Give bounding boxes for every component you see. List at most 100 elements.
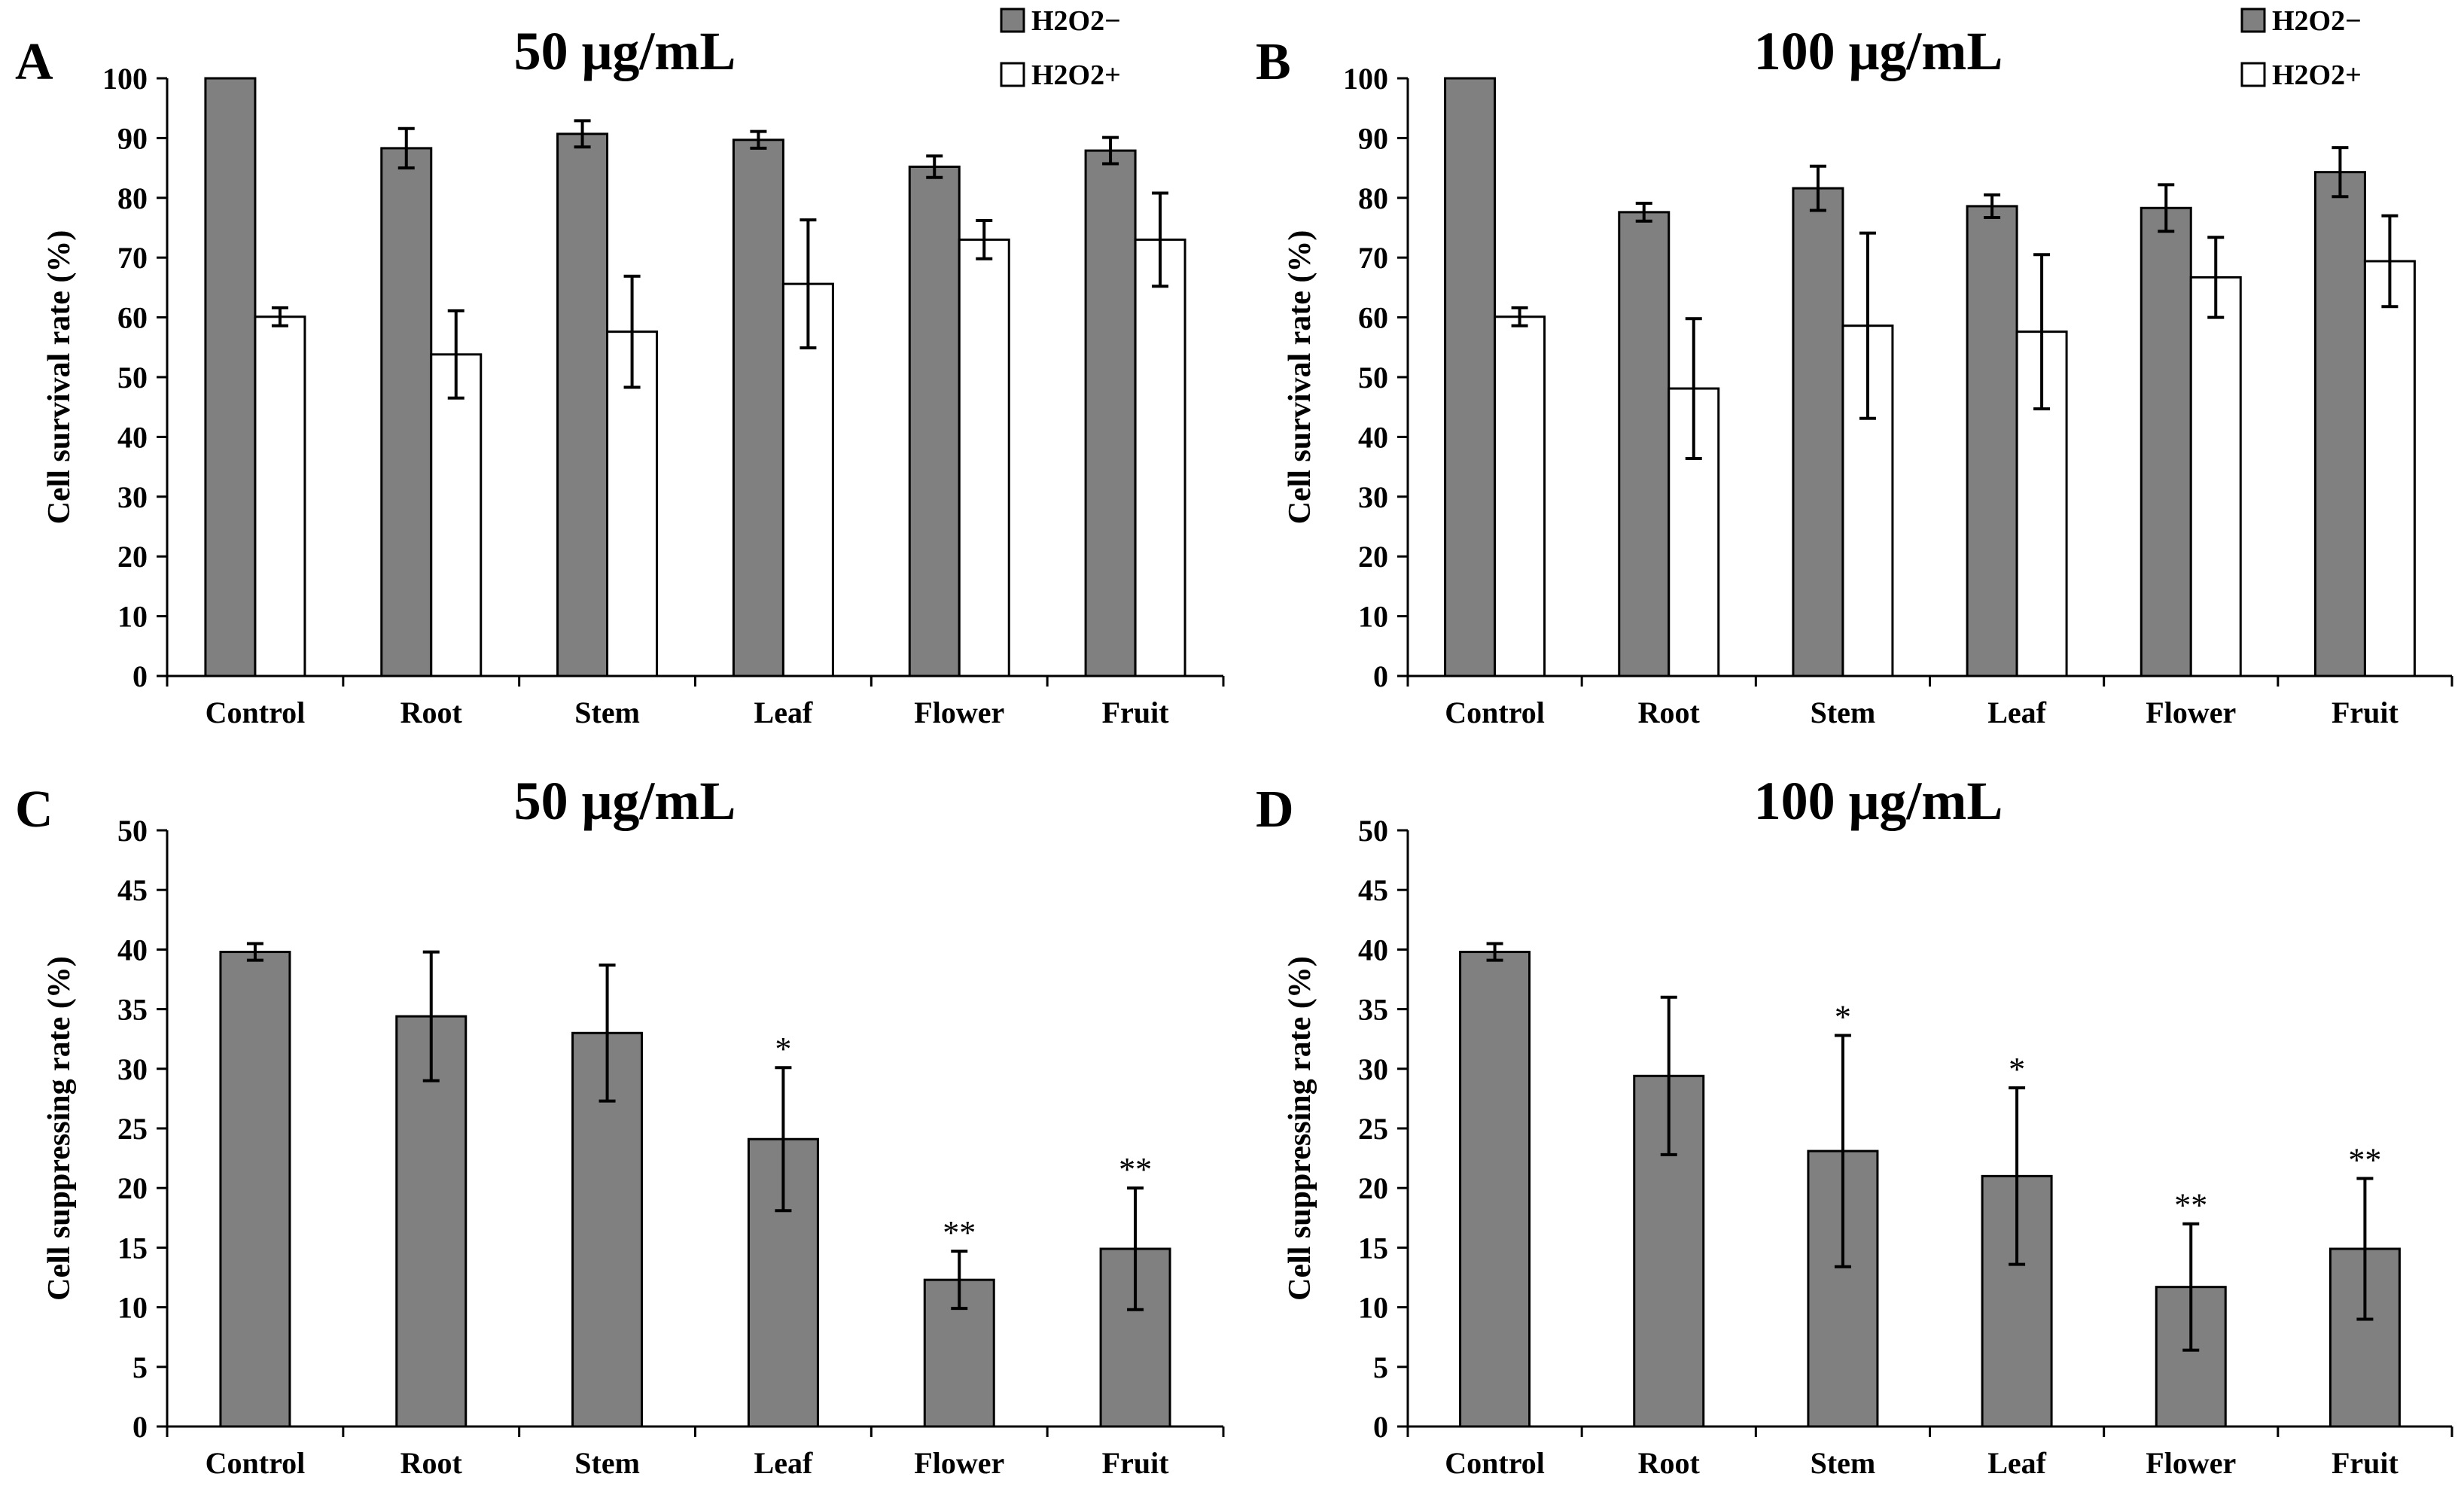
panel-a-x-tick-label: Leaf <box>754 696 813 729</box>
panel-c-y-tick-label: 20 <box>117 1171 148 1205</box>
panel-c-y-tick-label: 35 <box>117 993 148 1027</box>
panel-b-bar <box>1618 211 1671 677</box>
panel-b-bar <box>2363 260 2416 677</box>
panel-a-legend-label: H2O2+ <box>1031 59 1121 91</box>
panel-a-legend-swatch <box>1000 8 1025 33</box>
panel-c: C 50 μg/mL Cell suppressing rate (%) 0 5 10 15… <box>15 771 1225 1480</box>
panel-a: A 50 μg/mL Cell survival rate (%) 0 10 20 30 40… <box>15 5 1225 729</box>
panel-b-x-tick-label: Root <box>1638 696 1701 729</box>
panel-a-y-tick-label: 70 <box>117 241 148 275</box>
panel-d-y-tick-label: 0 <box>1373 1410 1388 1444</box>
panel-a-y-tick-label: 100 <box>102 62 148 96</box>
panel-d-title: 100 μg/mL <box>1754 771 2003 831</box>
panel-a-x-tick-label: Fruit <box>1102 696 1170 729</box>
panel-a-bar <box>430 353 483 677</box>
panel-d-x-tick-label: Stem <box>1811 1446 1876 1480</box>
panel-a-bar <box>732 139 784 677</box>
panel-c-x-tick-label: Leaf <box>754 1446 813 1480</box>
panel-c-y-tick-label: 25 <box>117 1112 148 1146</box>
panel-c-letter: C <box>15 781 53 839</box>
panel-c-y-tick-label: 50 <box>117 814 148 848</box>
panel-a-bar <box>254 315 306 677</box>
panel-d-significance-label: * <box>1835 998 1851 1035</box>
panel-b-letter: B <box>1256 33 1291 91</box>
panel-b-bar <box>1966 205 2018 677</box>
panel-c-x-tick-label: Fruit <box>1102 1446 1170 1480</box>
panel-b-y-tick-label: 90 <box>1358 121 1388 155</box>
panel-c-bar <box>219 951 291 1428</box>
panel-c-y-tick-label: 5 <box>132 1350 148 1384</box>
panel-a-x-tick-label: Control <box>206 696 306 729</box>
panel-a-y-tick-label: 90 <box>117 121 148 155</box>
panel-b-y-tick-label: 70 <box>1358 241 1388 275</box>
panel-a-x-tick-label: Flower <box>914 696 1004 729</box>
panel-a-y-axis-label: Cell survival rate (%) <box>42 230 77 525</box>
panel-a-x-tick-label: Root <box>401 696 463 729</box>
panel-b-bar <box>1444 77 1497 677</box>
panel-c-significance-label: ** <box>943 1214 976 1251</box>
panel-c-bar <box>571 1031 644 1428</box>
panel-a-y-tick-label: 30 <box>117 480 148 514</box>
panel-b-x-tick-label: Control <box>1445 696 1545 729</box>
panel-d-y-tick-label: 25 <box>1358 1112 1388 1146</box>
panel-b-bar <box>2313 171 2366 677</box>
panel-a-y-tick-label: 10 <box>117 600 148 634</box>
panel-a-bar <box>1134 238 1186 677</box>
panel-b-legend: H2O2− H2O2+ <box>2240 5 2362 91</box>
panel-a-y-tick-label: 50 <box>117 361 148 394</box>
panel-b-y-tick-label: 10 <box>1358 600 1388 634</box>
panel-d-y-tick-label: 40 <box>1358 933 1388 967</box>
panel-b-legend-swatch <box>2240 62 2266 87</box>
panel-c-x-tick-label: Stem <box>574 1446 640 1480</box>
panel-a-y-tick-label: 20 <box>117 540 148 574</box>
panel-d-x-tick-label: Control <box>1445 1446 1545 1480</box>
panel-b-y-tick-label: 100 <box>1343 62 1388 96</box>
panel-d-y-tick-label: 15 <box>1358 1231 1388 1265</box>
panel-b-y-tick-label: 20 <box>1358 540 1388 574</box>
panel-b-bar <box>2189 276 2242 677</box>
panel-b-y-tick-label: 40 <box>1358 420 1388 454</box>
panel-d-y-tick-label: 10 <box>1358 1291 1388 1325</box>
panel-d-significance-label: ** <box>2174 1187 2207 1224</box>
panel-c-y-axis-label: Cell suppressing rate (%) <box>42 956 77 1301</box>
panel-b-y-tick-label: 30 <box>1358 480 1388 514</box>
panel-b-x-tick-label: Flower <box>2146 696 2236 729</box>
panel-d-y-tick-label: 45 <box>1358 873 1388 907</box>
panel-b-legend-label: H2O2− <box>2272 5 2362 37</box>
panel-d-x-tick-label: Root <box>1638 1446 1701 1480</box>
panel-b-title: 100 μg/mL <box>1754 21 2003 81</box>
panel-a-bar <box>1084 149 1137 677</box>
panel-a-bar <box>958 238 1010 677</box>
panel-b-y-tick-label: 60 <box>1358 301 1388 335</box>
panel-d-x-tick-label: Flower <box>2146 1446 2236 1480</box>
panel-d-y-tick-label: 5 <box>1373 1350 1388 1384</box>
panel-d-significance-label: * <box>2009 1051 2025 1088</box>
panel-b: B 100 μg/mL Cell survival rate (%) 0 10 20 30 4… <box>1256 5 2453 729</box>
panel-a-bar <box>556 132 609 677</box>
panel-d-x-tick-label: Leaf <box>1987 1446 2046 1480</box>
panel-a-legend-label: H2O2− <box>1031 5 1121 37</box>
panel-d-x-tick-label: Fruit <box>2332 1446 2399 1480</box>
panel-a-bar <box>908 166 961 677</box>
panel-c-x-tick-label: Flower <box>914 1446 1004 1480</box>
panel-a-y-tick-label: 40 <box>117 420 148 454</box>
panel-c-y-tick-label: 10 <box>117 1291 148 1325</box>
panel-a-legend: H2O2− H2O2+ <box>1000 5 1121 91</box>
panel-a-bar <box>204 77 257 677</box>
panel-a-title: 50 μg/mL <box>514 21 736 81</box>
panel-d-y-axis-label: Cell suppressing rate (%) <box>1283 956 1317 1301</box>
panel-c-x-tick-label: Control <box>206 1446 306 1480</box>
panel-d-bar <box>1459 951 1531 1428</box>
panel-b-x-tick-label: Leaf <box>1987 696 2046 729</box>
panel-b-x-tick-label: Stem <box>1811 696 1876 729</box>
panel-d-y-tick-label: 50 <box>1358 814 1388 848</box>
panel-d-y-tick-label: 35 <box>1358 993 1388 1027</box>
panel-d-y-tick-label: 20 <box>1358 1171 1388 1205</box>
panel-a-bar <box>380 147 433 677</box>
panel-b-legend-swatch <box>2240 8 2266 33</box>
panel-b-y-tick-label: 80 <box>1358 181 1388 215</box>
panel-c-significance-label: * <box>775 1031 791 1067</box>
panel-c-x-tick-label: Root <box>401 1446 463 1480</box>
panel-d-letter: D <box>1256 781 1294 839</box>
